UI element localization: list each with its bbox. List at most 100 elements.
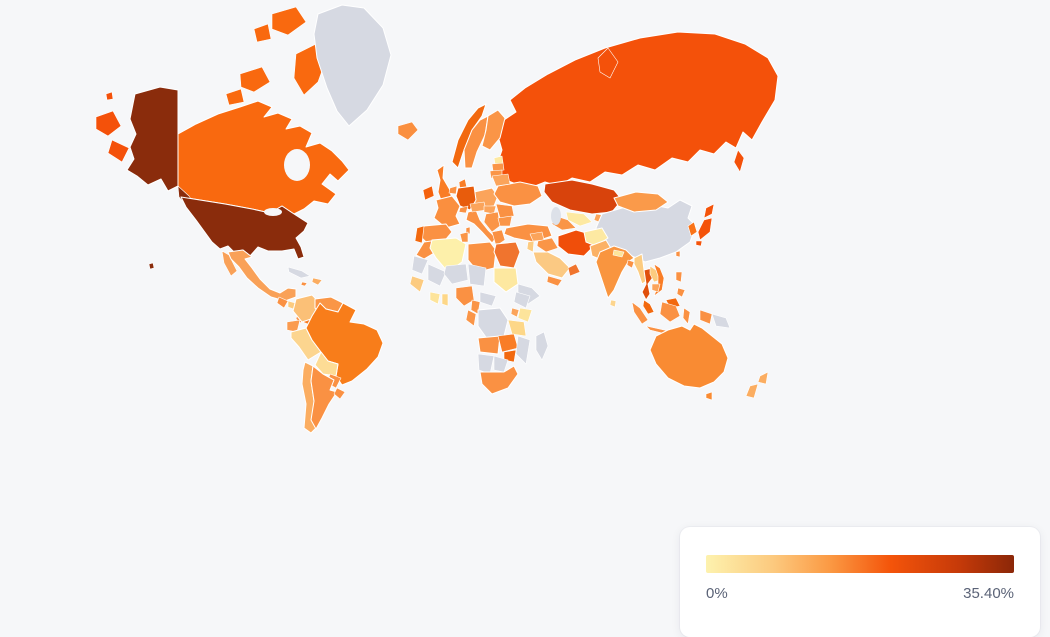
country-japan-kyushu[interactable]: [695, 240, 703, 247]
country-philippines-mindanao[interactable]: [676, 287, 686, 298]
country-russia-sakhalin[interactable]: [733, 149, 745, 173]
country-mexico[interactable]: [227, 249, 297, 302]
country-russia-chukotka-west1[interactable]: [95, 110, 122, 137]
country-nigeria[interactable]: [455, 285, 475, 307]
country-ghana[interactable]: [441, 293, 449, 307]
country-ukraine[interactable]: [493, 181, 543, 207]
country-ireland[interactable]: [422, 185, 435, 201]
country-bulgaria[interactable]: [497, 215, 513, 227]
country-senegal-guinea[interactable]: [409, 275, 425, 293]
country-belarus[interactable]: [491, 173, 511, 187]
country-russia-novaya-zemlya[interactable]: [597, 47, 619, 79]
country-iceland[interactable]: [397, 121, 419, 141]
country-japan-hokkaido[interactable]: [703, 203, 715, 219]
country-malaysia-peninsula[interactable]: [642, 299, 655, 315]
country-new-zealand-south[interactable]: [745, 383, 759, 399]
country-guatemala[interactable]: [276, 296, 289, 309]
country-philippines-luzon[interactable]: [675, 271, 683, 283]
country-laos[interactable]: [649, 265, 661, 283]
country-uruguay[interactable]: [333, 387, 346, 400]
country-finland[interactable]: [481, 109, 506, 151]
country-zimbabwe[interactable]: [503, 349, 517, 363]
country-mauritania[interactable]: [411, 255, 429, 275]
country-argentina[interactable]: [310, 365, 338, 430]
country-tunisia[interactable]: [459, 231, 469, 243]
legend-card: 0% 35.40%: [680, 527, 1040, 637]
country-niger[interactable]: [443, 263, 469, 285]
country-chad[interactable]: [467, 263, 487, 287]
country-canada-arctic-island-2[interactable]: [253, 23, 272, 43]
country-bangladesh[interactable]: [626, 259, 635, 269]
country-congo-gabon[interactable]: [465, 309, 477, 327]
country-jamaica[interactable]: [300, 281, 308, 287]
country-japan-honshu[interactable]: [697, 217, 713, 241]
country-russia-island-dot[interactable]: [105, 91, 114, 101]
country-balkans[interactable]: [483, 211, 501, 233]
country-australia-tasmania[interactable]: [705, 391, 713, 401]
country-uzbekistan[interactable]: [565, 211, 593, 227]
country-egypt[interactable]: [493, 241, 521, 269]
country-ethiopia[interactable]: [513, 291, 531, 309]
country-portugal[interactable]: [414, 225, 425, 244]
country-mali[interactable]: [427, 263, 447, 287]
country-new-zealand-north[interactable]: [757, 371, 769, 385]
country-estonia[interactable]: [493, 155, 504, 165]
country-benelux[interactable]: [448, 185, 458, 195]
country-tanzania[interactable]: [507, 319, 527, 337]
legend-labels: 0% 35.40%: [706, 585, 1014, 603]
country-indonesia-kalimantan[interactable]: [659, 301, 681, 323]
country-taiwan[interactable]: [675, 250, 681, 258]
country-canada-arctic-island-1[interactable]: [225, 88, 245, 106]
country-mongolia[interactable]: [613, 191, 669, 213]
country-uganda[interactable]: [510, 307, 520, 318]
country-canada-victoria-island[interactable]: [239, 66, 271, 93]
country-south-africa[interactable]: [479, 365, 519, 395]
country-italy[interactable]: [465, 209, 497, 244]
country-iraq[interactable]: [536, 237, 559, 253]
country-russia-chukotka-west2[interactable]: [107, 139, 130, 163]
country-norway[interactable]: [451, 103, 487, 169]
country-kenya[interactable]: [517, 307, 533, 323]
country-sudan[interactable]: [493, 267, 519, 293]
country-indonesia-sulawesi[interactable]: [682, 307, 691, 325]
country-france[interactable]: [433, 195, 461, 229]
country-switzerland[interactable]: [458, 205, 469, 214]
country-indonesia-sumatra[interactable]: [631, 301, 649, 325]
country-namibia[interactable]: [477, 353, 495, 375]
country-angola[interactable]: [477, 335, 501, 355]
country-ivory-coast[interactable]: [429, 291, 441, 305]
country-greece[interactable]: [491, 229, 506, 247]
country-indonesia-papua[interactable]: [699, 309, 713, 325]
country-india[interactable]: [595, 245, 635, 299]
caspian-sea: [551, 207, 561, 225]
country-central-african-republic[interactable]: [479, 291, 497, 307]
country-south-korea[interactable]: [687, 221, 698, 237]
country-brazil[interactable]: [305, 302, 384, 386]
country-hispaniola[interactable]: [311, 277, 323, 286]
country-mexico-baja[interactable]: [221, 250, 238, 277]
country-canada[interactable]: [177, 100, 350, 215]
country-jordan-israel[interactable]: [526, 240, 535, 253]
country-australia[interactable]: [649, 323, 729, 389]
country-cuba[interactable]: [287, 266, 311, 279]
country-syria[interactable]: [529, 231, 545, 242]
country-papua-new-guinea[interactable]: [711, 313, 731, 329]
country-saudi-arabia[interactable]: [532, 251, 571, 279]
country-greenland[interactable]: [313, 4, 392, 127]
country-austria-czechia[interactable]: [469, 201, 487, 213]
country-zambia[interactable]: [497, 333, 519, 353]
country-yemen[interactable]: [546, 275, 563, 287]
country-oman[interactable]: [567, 263, 581, 277]
country-usa-alaska[interactable]: [126, 86, 179, 192]
country-latvia[interactable]: [491, 162, 505, 172]
country-mozambique[interactable]: [515, 335, 531, 365]
country-vietnam[interactable]: [653, 263, 665, 297]
country-nepal[interactable]: [612, 249, 625, 258]
country-cambodia[interactable]: [651, 283, 661, 293]
country-madagascar[interactable]: [535, 331, 549, 361]
country-canada-ellesmere[interactable]: [271, 6, 307, 36]
country-sri-lanka[interactable]: [609, 299, 617, 308]
country-romania[interactable]: [495, 203, 515, 219]
choropleth-map-container: [95, 4, 779, 434]
country-usa-hawaii[interactable]: [148, 262, 155, 270]
